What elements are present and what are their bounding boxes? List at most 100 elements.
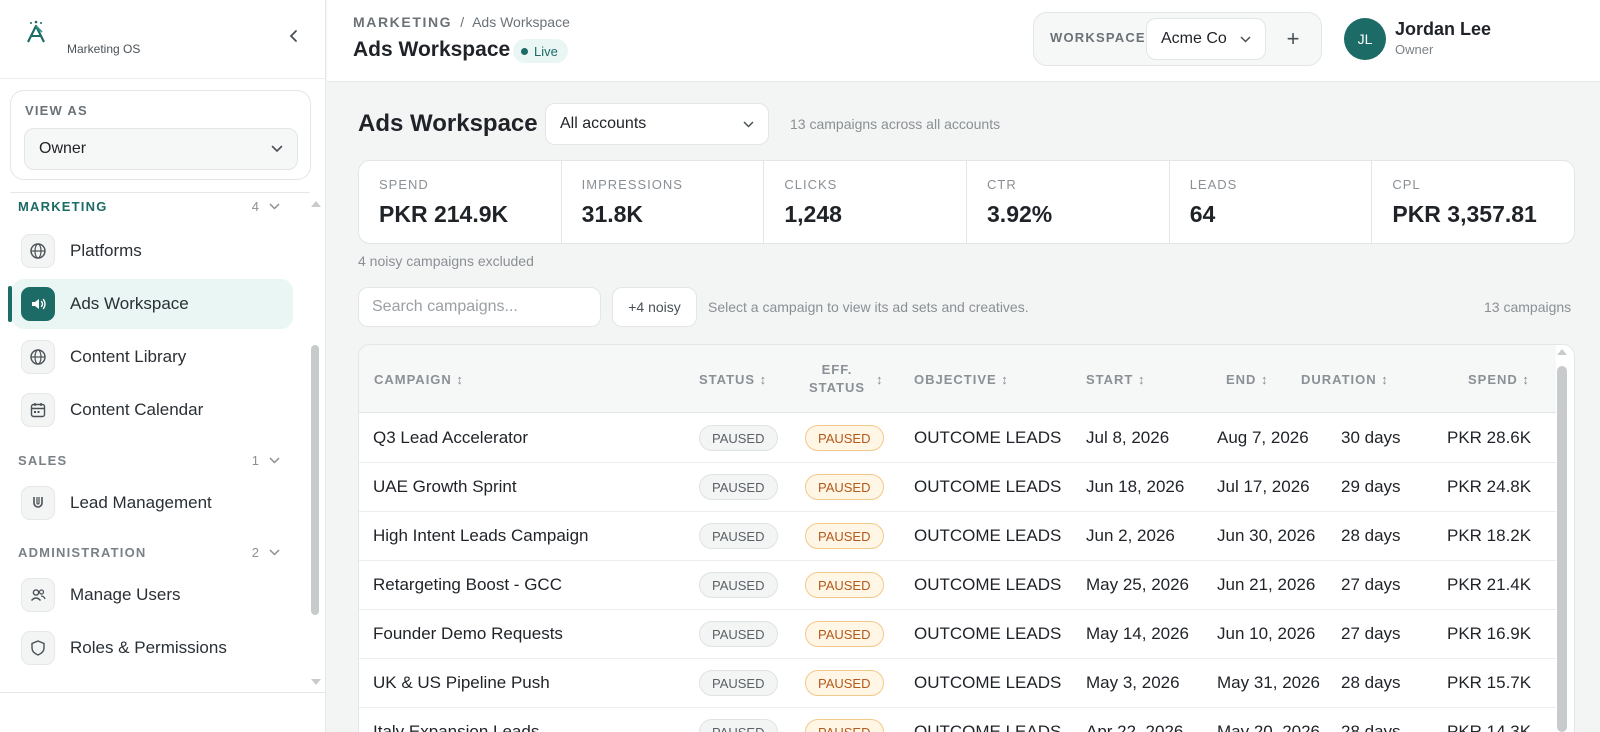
cell-objective: OUTCOME LEADS: [914, 624, 1062, 643]
sidebar-item-content-library[interactable]: Content Library: [12, 332, 293, 382]
table-row[interactable]: Retargeting Boost - GCC PAUSED PAUSED OUTCO…: [359, 561, 1556, 610]
status-pill: PAUSED: [699, 523, 778, 549]
kpi-ctr: CTR 3.92%: [967, 161, 1170, 243]
cell-objective: OUTCOME LEADS: [914, 575, 1062, 594]
megaphone-icon: [21, 287, 55, 321]
table-row[interactable]: Q3 Lead Accelerator PAUSED PAUSED OUTCOME L…: [359, 414, 1556, 463]
cell-objective: OUTCOME LEADS: [914, 722, 1062, 732]
section-label: MARKETING: [18, 198, 108, 214]
col-status[interactable]: STATUS ↕: [699, 371, 768, 387]
status-pill: PAUSED: [805, 474, 884, 500]
search-input[interactable]: [358, 287, 601, 327]
table-row[interactable]: Italy Expansion Leads PAUSED PAUSED OUTCOME…: [359, 708, 1556, 732]
scroll-up-icon: [1557, 349, 1567, 355]
collapse-sidebar-button[interactable]: [284, 26, 304, 46]
col-eff-status-sort[interactable]: ↕: [876, 371, 884, 387]
status-pill: PAUSED: [699, 719, 778, 732]
view-as-label: VIEW AS: [25, 103, 88, 118]
col-duration[interactable]: DURATION ↕: [1301, 371, 1389, 387]
kpi-value: 1,248: [784, 201, 842, 227]
view-as-value: Owner: [39, 140, 87, 157]
cell-start: Jun 18, 2026: [1086, 477, 1185, 496]
noisy-toggle-button[interactable]: +4 noisy: [612, 287, 697, 327]
sidebar-item-label: Ads Workspace: [70, 294, 189, 313]
chevron-down-icon: [743, 120, 754, 128]
table-row[interactable]: Founder Demo Requests PAUSED PAUSED OUTCOME…: [359, 610, 1556, 659]
col-eff-status[interactable]: EFF. STATUS: [807, 345, 867, 413]
sidebar-item-label: Lead Management: [70, 493, 212, 512]
add-workspace-button[interactable]: +: [1286, 26, 1300, 51]
cell-eff-status: PAUSED: [805, 512, 884, 560]
status-badge-label: Live: [534, 43, 558, 59]
col-end[interactable]: END ↕: [1226, 371, 1269, 387]
status-pill: PAUSED: [805, 523, 884, 549]
sidebar-scrollbar[interactable]: [310, 200, 322, 685]
cell-end: May 31, 2026: [1217, 673, 1321, 692]
cell-duration: 27 days: [1341, 575, 1401, 594]
campaign-count: 13 campaigns: [1484, 299, 1572, 315]
account-select[interactable]: All accounts: [545, 103, 769, 145]
cell-start: May 25, 2026: [1086, 575, 1190, 594]
status-pill: PAUSED: [805, 670, 884, 696]
table-row[interactable]: UAE Growth Sprint PAUSED PAUSED OUTCOME LEA…: [359, 463, 1556, 512]
scroll-down-icon: [311, 679, 321, 685]
cell-end: Jun 10, 2026: [1217, 624, 1316, 643]
divider: [0, 692, 326, 693]
cell-status: PAUSED: [699, 414, 778, 462]
cell-campaign: Italy Expansion Leads: [373, 722, 540, 732]
sidebar-item-platforms[interactable]: Platforms: [12, 226, 293, 276]
cell-start: May 14, 2026: [1086, 624, 1190, 643]
cell-start: Jun 2, 2026: [1086, 526, 1175, 545]
col-eff-status-line1: EFF.: [821, 362, 853, 377]
scroll-up-icon: [311, 201, 321, 207]
cell-duration: 28 days: [1341, 673, 1401, 692]
active-indicator: [8, 286, 12, 322]
breadcrumb-root[interactable]: MARKETING: [353, 14, 453, 30]
kpi-value: 64: [1189, 201, 1216, 227]
cell-start: May 3, 2026: [1086, 673, 1180, 692]
cell-status: PAUSED: [699, 708, 778, 732]
chevron-down-icon: [269, 202, 280, 210]
workspace-select[interactable]: Acme Co: [1146, 18, 1266, 60]
cell-eff-status: PAUSED: [805, 463, 884, 511]
cell-start: Apr 22, 2026: [1086, 722, 1184, 732]
section-administration[interactable]: ADMINISTRATION 2: [18, 542, 280, 562]
view-as-panel: VIEW AS Owner: [10, 90, 311, 180]
avatar[interactable]: JL: [1344, 18, 1386, 60]
col-spend[interactable]: SPEND ↕: [1468, 371, 1530, 387]
workspace-switcher: WORKSPACE Acme Co +: [1033, 12, 1322, 66]
kpi-label: LEADS: [1189, 177, 1238, 192]
globe-icon: [21, 234, 55, 268]
chevron-down-icon: [1240, 35, 1251, 43]
col-campaign[interactable]: CAMPAIGN ↕: [374, 371, 464, 387]
status-pill: PAUSED: [805, 621, 884, 647]
table-row[interactable]: UK & US Pipeline Push PAUSED PAUSED OUTCOME…: [359, 659, 1556, 708]
kpi-label: CLICKS: [784, 177, 838, 192]
section-count: 4: [251, 198, 259, 214]
sidebar-scroll-thumb[interactable]: [311, 345, 319, 615]
sidebar-item-content-calendar[interactable]: Content Calendar: [12, 385, 293, 435]
cell-duration: 29 days: [1341, 477, 1401, 496]
sidebar-item-manage-users[interactable]: Manage Users: [12, 570, 293, 620]
table-scroll-thumb[interactable]: [1557, 366, 1567, 732]
table-header: CAMPAIGN ↕ STATUS ↕ EFF. STATUS ↕ OBJECT…: [359, 345, 1556, 413]
col-objective[interactable]: OBJECTIVE ↕: [914, 371, 1009, 387]
cell-eff-status: PAUSED: [805, 561, 884, 609]
cell-duration: 28 days: [1341, 526, 1401, 545]
user-role: Owner: [1395, 42, 1434, 57]
cell-campaign: UAE Growth Sprint: [373, 477, 517, 496]
view-as-select[interactable]: Owner: [24, 128, 298, 170]
section-label: SALES: [18, 452, 68, 468]
table-scrollbar[interactable]: [1555, 348, 1569, 732]
section-marketing[interactable]: MARKETING 4: [18, 196, 280, 216]
sidebar-item-roles-permissions[interactable]: Roles & Permissions: [12, 623, 293, 673]
sidebar-item-lead-management[interactable]: Lead Management: [12, 478, 293, 528]
table-row[interactable]: High Intent Leads Campaign PAUSED PAUSED OU…: [359, 512, 1556, 561]
section-sales[interactable]: SALES 1: [18, 450, 280, 470]
sidebar-item-ads-workspace[interactable]: Ads Workspace: [12, 279, 293, 329]
kpi-value: PKR 214.9K: [379, 201, 509, 227]
cell-end: Aug 7, 2026: [1217, 428, 1309, 447]
col-start[interactable]: START ↕: [1086, 371, 1146, 387]
status-pill: PAUSED: [699, 621, 778, 647]
kpi-clicks: CLICKS 1,248: [764, 161, 968, 243]
